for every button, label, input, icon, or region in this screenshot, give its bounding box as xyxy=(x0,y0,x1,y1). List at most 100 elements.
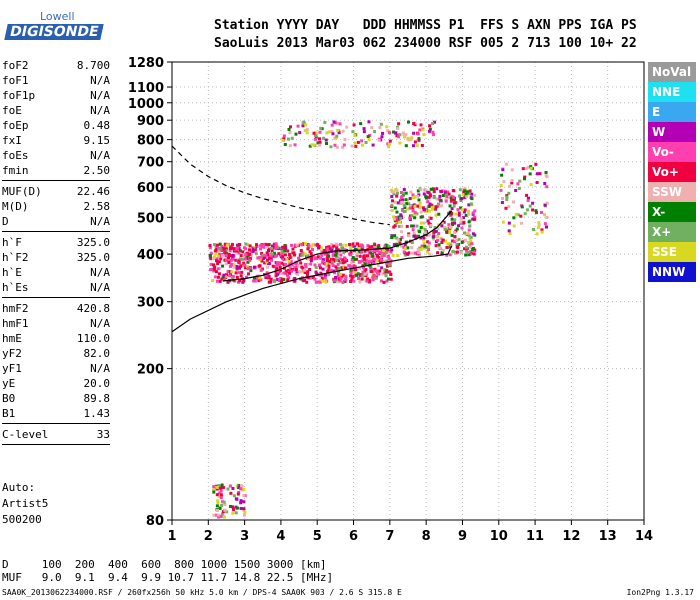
echo-point xyxy=(450,222,454,226)
echo-point xyxy=(380,135,384,139)
echo-point xyxy=(371,143,375,147)
echo-point xyxy=(441,238,445,242)
echo-point xyxy=(450,233,454,237)
echo-point xyxy=(463,187,467,191)
echo-point xyxy=(328,269,332,273)
echo-point xyxy=(395,191,399,195)
auto-program: Artist5 xyxy=(2,497,49,510)
echo-point xyxy=(408,214,412,218)
param-row: D N/A xyxy=(2,214,110,229)
echo-point xyxy=(396,254,400,258)
legend-item: SSE xyxy=(648,242,696,262)
echo-point xyxy=(439,236,443,240)
echo-point xyxy=(330,130,334,134)
echo-point xyxy=(223,251,227,255)
param-row: h`F2 325.0 xyxy=(2,250,110,265)
echo-point xyxy=(410,251,414,255)
echo-point xyxy=(510,179,514,183)
echo-point xyxy=(443,225,447,229)
echo-point xyxy=(431,130,435,134)
echo-point xyxy=(335,255,339,259)
echo-point xyxy=(453,230,457,234)
echo-point xyxy=(208,253,212,257)
echo-point xyxy=(238,249,242,253)
echo-point xyxy=(467,220,471,224)
echo-point xyxy=(211,267,215,271)
echo-point xyxy=(355,253,359,257)
echo-point xyxy=(209,251,213,255)
echo-point xyxy=(306,270,310,274)
echo-point xyxy=(309,252,313,256)
echo-point xyxy=(512,216,516,220)
echo-point xyxy=(264,275,268,279)
echo-point xyxy=(543,181,547,185)
echo-point xyxy=(391,215,395,219)
echo-point xyxy=(265,271,269,275)
echo-point xyxy=(251,249,255,253)
echo-point xyxy=(332,258,336,262)
echo-point xyxy=(266,258,270,262)
echo-point xyxy=(331,253,335,257)
echo-point xyxy=(468,189,472,193)
param-row: B1 1.43 xyxy=(2,406,110,421)
echo-point xyxy=(523,177,527,181)
echo-point xyxy=(543,222,547,226)
echo-point xyxy=(410,224,414,228)
echo-point xyxy=(535,181,539,185)
echo-point xyxy=(540,228,544,232)
footer-muf-row: MUF 9.0 9.1 9.4 9.9 10.7 11.7 14.8 22.5 … xyxy=(2,571,334,584)
echo-point xyxy=(216,267,220,271)
echo-point xyxy=(305,131,309,135)
echo-point xyxy=(306,262,310,266)
echo-point xyxy=(525,208,529,212)
echo-point xyxy=(318,266,322,270)
param-name: foEs xyxy=(2,149,29,162)
echo-point xyxy=(446,190,450,194)
plot-frame xyxy=(171,61,645,521)
echo-point xyxy=(321,260,325,264)
echo-point xyxy=(357,277,361,281)
echo-point xyxy=(246,272,250,276)
echo-point xyxy=(374,269,378,273)
echo-point xyxy=(216,499,220,503)
echo-point xyxy=(446,226,450,230)
echo-point xyxy=(208,243,212,247)
echo-point xyxy=(334,276,338,280)
echo-point xyxy=(386,248,390,252)
echo-point xyxy=(303,270,307,274)
echo-point xyxy=(408,216,412,220)
echo-point xyxy=(426,240,430,244)
param-row: fxI 9.15 xyxy=(2,133,110,148)
echo-point xyxy=(359,122,363,126)
echo-point xyxy=(275,267,279,271)
echo-point xyxy=(398,237,402,241)
echo-point xyxy=(510,181,514,185)
x-tick-label: 13 xyxy=(599,529,617,544)
echo-point xyxy=(457,213,461,217)
echo-point xyxy=(213,257,217,261)
echo-point xyxy=(390,209,394,213)
echo-point xyxy=(209,262,213,266)
echo-point xyxy=(287,276,291,280)
x-tick-label: 10 xyxy=(490,529,508,544)
echo-point xyxy=(232,247,236,251)
echo-point xyxy=(261,253,265,257)
echo-point xyxy=(471,211,475,215)
echo-point xyxy=(223,258,227,262)
echo-point xyxy=(380,253,384,257)
echo-point xyxy=(358,266,362,270)
echo-point xyxy=(350,278,354,282)
echo-point xyxy=(220,512,224,516)
echo-point xyxy=(228,264,232,268)
echo-point xyxy=(440,252,444,256)
echo-point xyxy=(293,278,297,282)
echo-point xyxy=(440,251,444,255)
echo-point xyxy=(456,208,460,212)
echo-point xyxy=(416,194,420,198)
echo-point xyxy=(309,259,313,263)
echo-point xyxy=(234,258,238,262)
echo-point xyxy=(406,198,410,202)
echo-point xyxy=(232,494,236,498)
echo-point xyxy=(398,133,402,137)
y-tick-label: 400 xyxy=(137,248,164,263)
